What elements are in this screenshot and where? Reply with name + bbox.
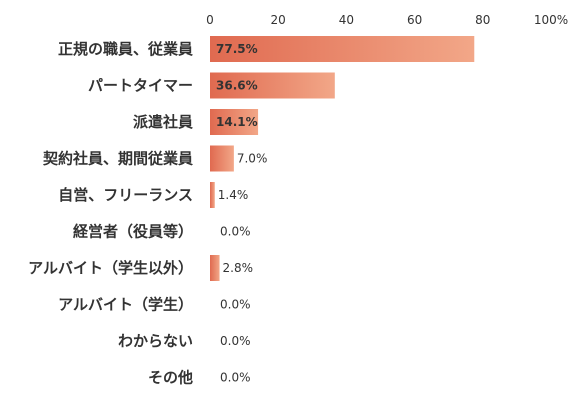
x-tick-label: 80	[475, 13, 490, 27]
x-tick-label: 40	[339, 13, 354, 27]
category-label: その他	[148, 369, 193, 387]
data-label: 14.1%	[216, 115, 258, 129]
category-label: アルバイト（学生以外）	[28, 259, 193, 277]
x-tick-label: 60	[407, 13, 422, 27]
x-tick-label: 0	[206, 13, 214, 27]
data-label: 2.8%	[223, 261, 254, 275]
data-label: 36.6%	[216, 79, 258, 93]
category-label: わからない	[118, 332, 193, 350]
data-label: 77.5%	[216, 42, 258, 56]
bar	[210, 36, 475, 62]
category-label: 契約社員、期間従業員	[42, 150, 193, 168]
category-label: 正規の職員、従業員	[58, 40, 193, 58]
data-label: 0.0%	[220, 225, 251, 239]
bar	[210, 72, 335, 99]
bar	[210, 255, 220, 281]
data-label: 7.0%	[237, 152, 268, 166]
category-label: 自営、フリーランス	[58, 186, 193, 204]
x-tick-label: 20	[271, 13, 286, 27]
data-label: 0.0%	[220, 371, 251, 385]
data-label: 1.4%	[218, 188, 249, 202]
bar	[210, 145, 234, 172]
category-label: パートタイマー	[88, 77, 193, 95]
category-label: 派遣社員	[133, 113, 193, 131]
x-tick-label: 100%	[534, 13, 568, 27]
data-label: 0.0%	[220, 334, 251, 348]
category-label: 経営者（役員等）	[73, 223, 193, 241]
category-label: アルバイト（学生）	[58, 296, 193, 314]
bar	[210, 109, 259, 135]
bar	[210, 182, 215, 208]
data-label: 0.0%	[220, 298, 251, 312]
